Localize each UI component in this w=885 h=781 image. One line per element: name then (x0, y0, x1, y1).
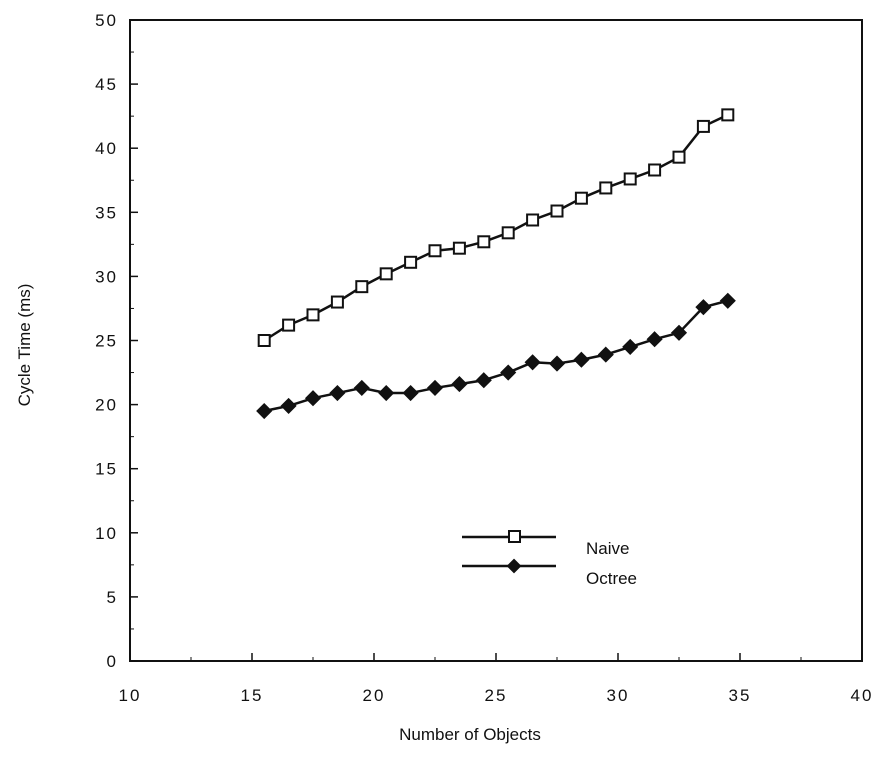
data-point-octree (670, 324, 688, 341)
data-point-naive (526, 213, 540, 227)
data-point-octree (475, 372, 492, 389)
data-point-octree (597, 346, 614, 363)
data-point-octree (622, 338, 639, 355)
data-point-naive (355, 280, 369, 294)
y-tick-label: 5 (107, 588, 118, 607)
data-point-octree (524, 354, 541, 371)
x-tick-label: 25 (485, 686, 508, 705)
x-ticks: 10 15 20 25 30 35 40 (119, 653, 874, 705)
legend-naive-label: Naive (586, 539, 629, 558)
y-tick-label: 35 (95, 203, 118, 222)
data-point-octree (304, 390, 322, 407)
data-point-octree (378, 385, 395, 402)
data-point-naive (257, 334, 271, 347)
x-tick-label: 20 (363, 686, 386, 705)
y-tick-label: 25 (95, 332, 118, 351)
y-tick-label: 30 (95, 267, 118, 286)
data-point-naive (428, 244, 442, 258)
y-tick-label: 15 (95, 460, 118, 479)
data-point-octree (646, 331, 663, 348)
data-point-naive (721, 108, 735, 122)
data-point-octree (329, 385, 346, 402)
y-tick-label: 10 (95, 524, 118, 543)
y-tick-label: 50 (95, 11, 118, 30)
y-tick-label: 40 (95, 139, 118, 158)
data-point-octree (500, 364, 517, 381)
legend-octree-marker (506, 558, 522, 574)
y-tick-label: 45 (95, 75, 118, 94)
series-layer (256, 108, 736, 420)
x-axis-label: Number of Objects (399, 725, 541, 744)
data-point-naive (306, 308, 320, 322)
data-point-naive (599, 181, 613, 195)
series-naive (257, 108, 735, 347)
data-point-naive (696, 119, 710, 133)
data-point-naive (404, 255, 418, 269)
data-point-octree (353, 379, 370, 396)
data-point-naive (452, 241, 466, 255)
data-point-naive (379, 267, 393, 281)
data-point-naive (282, 318, 296, 332)
x-tick-label: 40 (851, 686, 874, 705)
legend: Naive Octree (462, 530, 637, 588)
y-tick-label: 20 (95, 396, 118, 415)
data-point-naive (672, 150, 686, 164)
series-octree (256, 292, 736, 420)
data-point-octree (451, 376, 468, 393)
x-tick-label: 15 (241, 686, 264, 705)
data-point-naive (501, 226, 515, 240)
data-point-naive (330, 295, 344, 309)
data-point-octree (573, 351, 590, 368)
x-tick-label: 35 (729, 686, 752, 705)
data-point-naive (574, 191, 588, 205)
data-point-octree (426, 379, 444, 396)
y-tick-label: 0 (107, 652, 118, 671)
data-point-octree (548, 355, 566, 372)
legend-naive-marker (508, 530, 521, 543)
y-axis-label: Cycle Time (ms) (15, 284, 34, 407)
data-point-octree (402, 385, 419, 402)
data-point-naive (550, 204, 564, 218)
x-tick-label: 30 (607, 686, 630, 705)
data-point-octree (719, 292, 736, 309)
y-ticks: 0 5 10 15 20 25 30 35 40 45 50 (95, 11, 138, 671)
legend-octree-label: Octree (586, 569, 637, 588)
data-point-naive (648, 163, 662, 177)
data-point-octree (256, 402, 273, 420)
x-tick-label: 10 (119, 686, 142, 705)
data-point-octree (280, 397, 297, 414)
data-point-octree (695, 299, 712, 316)
data-point-naive (623, 172, 637, 186)
data-point-naive (477, 235, 491, 249)
